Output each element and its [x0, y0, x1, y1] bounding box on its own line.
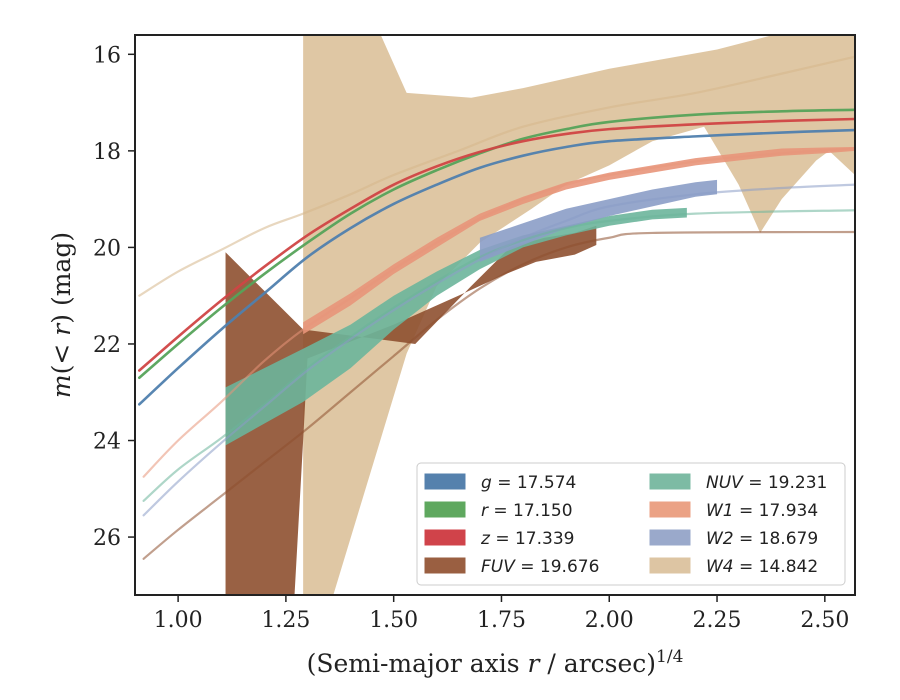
- error-bands: [225, 35, 855, 595]
- x-tick-label: 2.50: [800, 608, 849, 633]
- legend-label-g: g = 17.574: [481, 473, 576, 493]
- legend-box: [416, 462, 846, 586]
- x-tick-label: 2.00: [585, 608, 634, 633]
- plot-frame: [134, 34, 856, 596]
- y-tick-label: 26: [93, 526, 121, 551]
- model-curves: [138, 55, 855, 560]
- x-tick-label: 1.00: [154, 608, 203, 633]
- y-axis-title: m(< r) (mag): [47, 232, 76, 398]
- legend-swatch-nuv: [649, 473, 691, 490]
- x-tick-label: 1.50: [369, 608, 418, 633]
- y-axis-ticks: 16 18 20 22 24 26: [93, 43, 135, 551]
- band-w1: [303, 147, 855, 335]
- x-axis-ticks: 1.00 1.25 1.50 1.75 2.00 2.25 2.50: [154, 595, 849, 633]
- y-tick-label: 16: [93, 43, 121, 68]
- model-curve-w1: [142, 147, 855, 478]
- model-curve-w2: [142, 183, 855, 517]
- model-curve-w4: [138, 55, 855, 297]
- y-tick-label: 20: [93, 236, 121, 261]
- band-w2: [479, 179, 718, 262]
- model-curve-z: [138, 117, 855, 372]
- legend-label-w2: W2 = 18.679: [706, 529, 818, 549]
- legend-swatch-fuv: [424, 557, 466, 574]
- model-curve-nuv: [142, 209, 855, 502]
- y-tick-label: 18: [93, 140, 121, 165]
- legend-swatch-w2: [649, 529, 691, 546]
- legend-swatch-w1: [649, 501, 691, 518]
- legend-label-nuv: NUV = 19.231: [706, 473, 827, 493]
- legend-swatch-z: [424, 529, 466, 546]
- x-tick-label: 2.25: [693, 608, 742, 633]
- x-tick-label: 1.25: [261, 608, 310, 633]
- legend-swatch-g: [424, 473, 466, 490]
- legend: g = 17.574 r = 17.150 z = 17.339 FUV = 19.6…: [416, 462, 846, 586]
- model-curve-g: [138, 128, 855, 406]
- band-fuv: [225, 225, 597, 595]
- legend-label-w4: W4 = 14.842: [706, 557, 818, 577]
- legend-swatch-w4: [649, 557, 691, 574]
- model-curve-r: [138, 108, 855, 380]
- legend-label-w1: W1 = 17.934: [706, 501, 818, 521]
- legend-label-fuv: FUV = 19.676: [481, 557, 599, 577]
- band-w4: [303, 35, 855, 595]
- legend-swatch-r: [424, 501, 466, 518]
- y-tick-label: 22: [93, 333, 121, 358]
- legend-label-z: z = 17.339: [480, 529, 574, 549]
- x-axis-title: (Semi-major axis r / arcsec)1/4: [307, 647, 684, 678]
- model-curve-fuv: [142, 230, 855, 560]
- legend-label-r: r = 17.150: [481, 501, 573, 521]
- x-tick-label: 1.75: [477, 608, 526, 633]
- y-tick-label: 24: [93, 430, 121, 455]
